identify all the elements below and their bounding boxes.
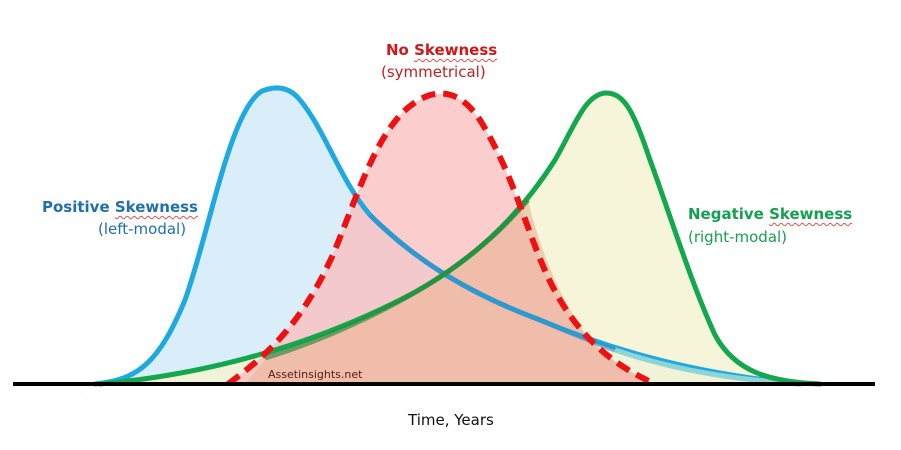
watermark: Assetinsights.net bbox=[268, 368, 363, 381]
positive-title-word: Skewness bbox=[114, 198, 198, 216]
positive-skew-title: Positive Skewness bbox=[42, 198, 198, 216]
no-title-prefix: No bbox=[386, 41, 415, 59]
symmetric-curve bbox=[226, 90, 657, 387]
no-title-word: Skewness bbox=[414, 41, 498, 59]
positive-skew-area bbox=[95, 87, 800, 385]
negative-skew-area bbox=[100, 92, 820, 384]
negative-title-prefix: Negative bbox=[688, 205, 770, 223]
no-skew-title: No Skewness bbox=[386, 41, 497, 59]
negative-skew-overlap bbox=[264, 198, 530, 361]
x-axis-label: Time, Years bbox=[408, 411, 494, 429]
negative-title-word: Skewness bbox=[769, 205, 853, 223]
overlap-area bbox=[245, 200, 655, 384]
negative-skew-curve bbox=[97, 90, 823, 387]
no-skew-subtitle: (symmetrical) bbox=[381, 63, 486, 81]
positive-skew-subtitle: (left-modal) bbox=[98, 220, 187, 238]
positive-title-prefix: Positive bbox=[42, 198, 115, 216]
negative-skew-title: Negative Skewness bbox=[688, 205, 852, 223]
negative-skew-subtitle: (right-modal) bbox=[688, 228, 788, 246]
